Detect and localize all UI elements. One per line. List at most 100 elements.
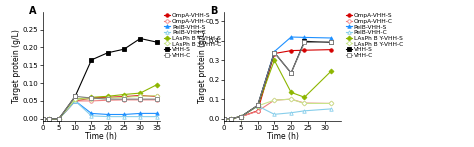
OmpA-VHH-S	[301, 49, 307, 51]
Legend: OmpA-VHH-S, OmpA-VHH-C, PelB-VHH-S, PelB-VHH-C, LAsPh B Y-VHH-S, LAsPh B Y-VHH-C: OmpA-VHH-S, OmpA-VHH-C, PelB-VHH-S, PelB…	[346, 12, 403, 58]
OmpA-VHH-S	[272, 53, 277, 54]
PelB-VHH-S	[255, 105, 261, 107]
VHH-S	[121, 48, 127, 50]
LAsPh B Y-VHH-S	[221, 118, 227, 120]
VHH-C	[73, 95, 78, 97]
OmpA-VHH-S	[40, 118, 46, 120]
PelB-VHH-S	[73, 100, 78, 102]
OmpA-VHH-C	[255, 110, 261, 112]
OmpA-VHH-C	[288, 98, 294, 100]
X-axis label: Time (h): Time (h)	[85, 132, 117, 141]
PelB-VHH-S	[288, 36, 294, 38]
PelB-VHH-S	[46, 118, 52, 120]
VHH-S	[272, 52, 277, 54]
Line: VHH-S: VHH-S	[41, 37, 158, 121]
LAsPh B Y-VHH-S	[255, 105, 261, 107]
PelB-VHH-S	[221, 118, 227, 120]
VHH-C	[228, 118, 234, 120]
PelB-VHH-C	[238, 116, 244, 118]
OmpA-VHH-C	[228, 118, 234, 120]
OmpA-VHH-S	[105, 96, 110, 98]
Line: OmpA-VHH-C: OmpA-VHH-C	[222, 97, 333, 120]
VHH-C	[301, 42, 307, 43]
PelB-VHH-C	[301, 110, 307, 112]
VHH-S	[105, 52, 110, 54]
LAsPh B Y-VHH-C	[46, 118, 52, 120]
LAsPh B Y-VHH-C	[238, 116, 244, 118]
VHH-C	[255, 105, 261, 106]
PelB-VHH-S	[121, 114, 127, 115]
LAsPh B Y-VHH-S	[301, 96, 307, 98]
Line: VHH-C: VHH-C	[41, 95, 158, 121]
LAsPh B Y-VHH-C	[301, 103, 307, 104]
OmpA-VHH-C	[46, 118, 52, 120]
OmpA-VHH-S	[73, 100, 78, 102]
OmpA-VHH-S	[221, 118, 227, 120]
LAsPh B Y-VHH-S	[105, 95, 110, 97]
OmpA-VHH-S	[46, 118, 52, 120]
VHH-S	[73, 95, 78, 97]
PelB-VHH-S	[40, 118, 46, 120]
LAsPh B Y-VHH-S	[328, 70, 334, 72]
VHH-S	[221, 118, 227, 120]
PelB-VHH-S	[137, 112, 143, 114]
LAsPh B Y-VHH-S	[46, 118, 52, 120]
OmpA-VHH-S	[137, 95, 143, 96]
PelB-VHH-S	[328, 37, 334, 39]
OmpA-VHH-C	[328, 103, 334, 104]
LAsPh B Y-VHH-S	[89, 96, 94, 98]
VHH-S	[301, 40, 307, 42]
PelB-VHH-C	[221, 118, 227, 120]
VHH-C	[89, 97, 94, 99]
Line: OmpA-VHH-S: OmpA-VHH-S	[41, 94, 158, 121]
PelB-VHH-S	[105, 114, 110, 115]
OmpA-VHH-C	[56, 118, 62, 120]
VHH-S	[238, 116, 244, 118]
Line: PelB-VHH-S: PelB-VHH-S	[41, 99, 158, 121]
VHH-S	[255, 105, 261, 106]
PelB-VHH-C	[255, 105, 261, 107]
VHH-C	[121, 98, 127, 100]
VHH-C	[154, 98, 159, 100]
LAsPh B Y-VHH-S	[238, 116, 244, 118]
Line: LAsPh B Y-VHH-C: LAsPh B Y-VHH-C	[222, 97, 333, 120]
PelB-VHH-S	[272, 51, 277, 52]
OmpA-VHH-C	[301, 102, 307, 104]
OmpA-VHH-C	[40, 118, 46, 120]
VHH-C	[40, 118, 46, 120]
VHH-C	[46, 118, 52, 120]
Line: OmpA-VHH-C: OmpA-VHH-C	[41, 98, 158, 121]
LAsPh B Y-VHH-S	[56, 118, 62, 120]
OmpA-VHH-C	[154, 99, 159, 101]
LAsPh B Y-VHH-C	[272, 99, 277, 101]
OmpA-VHH-S	[154, 95, 159, 97]
Line: PelB-VHH-S: PelB-VHH-S	[222, 35, 333, 120]
LAsPh B Y-VHH-C	[228, 118, 234, 120]
PelB-VHH-S	[238, 116, 244, 118]
PelB-VHH-C	[272, 113, 277, 115]
Line: LAsPh B Y-VHH-S: LAsPh B Y-VHH-S	[41, 83, 158, 121]
OmpA-VHH-C	[272, 99, 277, 101]
PelB-VHH-S	[89, 112, 94, 114]
LAsPh B Y-VHH-C	[56, 118, 62, 120]
OmpA-VHH-C	[121, 99, 127, 101]
LAsPh B Y-VHH-S	[73, 98, 78, 100]
VHH-S	[328, 42, 334, 43]
LAsPh B Y-VHH-C	[105, 97, 110, 99]
X-axis label: Time (h): Time (h)	[267, 132, 299, 141]
VHH-S	[40, 118, 46, 120]
VHH-C	[272, 52, 277, 54]
Y-axis label: Target protein (g/L): Target protein (g/L)	[198, 29, 207, 103]
PelB-VHH-C	[56, 118, 62, 120]
Text: A: A	[28, 6, 36, 16]
VHH-S	[288, 72, 294, 74]
VHH-C	[238, 116, 244, 118]
PelB-VHH-C	[288, 112, 294, 114]
OmpA-VHH-C	[105, 99, 110, 101]
LAsPh B Y-VHH-S	[154, 84, 159, 86]
PelB-VHH-C	[137, 116, 143, 117]
VHH-C	[137, 98, 143, 100]
PelB-VHH-S	[301, 36, 307, 38]
PelB-VHH-C	[154, 116, 159, 117]
VHH-C	[221, 118, 227, 120]
